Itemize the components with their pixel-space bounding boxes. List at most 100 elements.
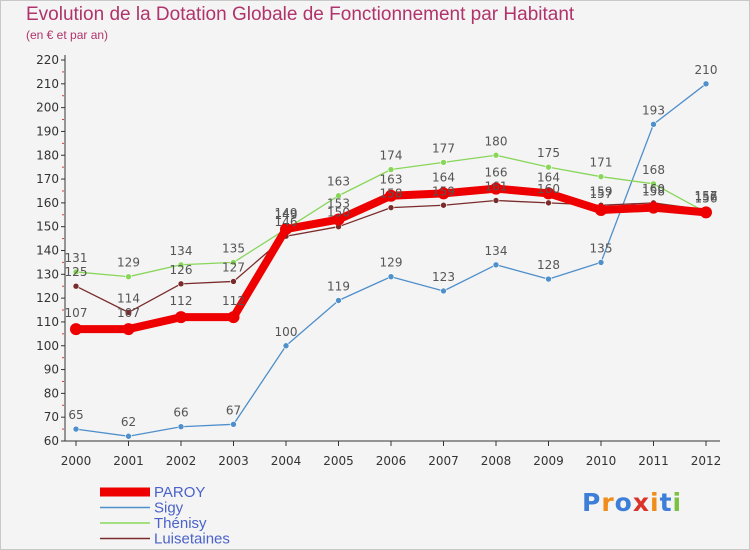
data-label-sigy: 67 [226, 403, 241, 417]
data-label-sigy: 62 [121, 415, 136, 429]
point-paroy [700, 206, 712, 219]
data-label-luisetaines: 160 [537, 182, 560, 196]
y-tick-label: 60 [44, 434, 59, 448]
data-label-luisetaines: 161 [485, 179, 508, 193]
y-tick-label: 170 [36, 172, 59, 186]
point-thenisy [597, 173, 605, 180]
x-tick-label: 2006 [376, 454, 407, 468]
data-label-thenisy: 171 [590, 156, 613, 170]
data-label-sigy: 66 [173, 406, 188, 420]
data-label-paroy: 164 [432, 170, 455, 184]
data-label-paroy: 158 [642, 185, 665, 199]
y-tick-label: 220 [36, 53, 59, 67]
data-label-sigy: 129 [380, 256, 403, 270]
data-label-sigy: 210 [695, 63, 718, 77]
data-label-luisetaines: 150 [327, 206, 350, 220]
point-luisetaines [387, 204, 395, 211]
point-thenisy [230, 259, 237, 266]
point-thenisy [125, 273, 132, 280]
data-label-luisetaines: 159 [590, 184, 613, 198]
data-label-luisetaines: 126 [170, 263, 193, 277]
point-sigy [440, 287, 447, 295]
point-thenisy [177, 261, 185, 269]
point-sigy [72, 425, 80, 433]
point-thenisy [545, 163, 552, 171]
point-paroy [647, 201, 660, 214]
data-label-thenisy: 177 [432, 141, 455, 155]
x-tick-label: 2005 [323, 454, 354, 468]
y-tick-label: 200 [36, 101, 59, 115]
y-tick-label: 130 [36, 267, 59, 281]
point-paroy [175, 311, 187, 324]
logo-letter: i [672, 488, 683, 517]
point-thenisy [492, 151, 500, 159]
x-tick-label: 2004 [271, 454, 302, 468]
point-sigy [177, 423, 185, 431]
point-sigy [702, 80, 710, 88]
point-paroy [385, 189, 397, 202]
data-label-luisetaines: 146 [275, 215, 298, 229]
point-sigy [230, 421, 237, 428]
logo-letter: P [582, 488, 602, 517]
point-paroy [542, 187, 555, 200]
data-label-paroy: 163 [380, 173, 403, 187]
data-label-luisetaines: 125 [65, 265, 88, 279]
point-paroy [280, 223, 292, 236]
data-label-paroy: 153 [327, 197, 350, 211]
data-label-paroy: 112 [170, 294, 193, 308]
point-paroy [122, 323, 135, 336]
point-thenisy [335, 192, 342, 200]
x-tick-label: 2007 [428, 454, 459, 468]
data-label-paroy: 107 [65, 306, 88, 320]
data-label-thenisy: 174 [380, 149, 403, 163]
point-sigy [387, 273, 395, 280]
data-label-sigy: 119 [327, 280, 350, 294]
data-label-luisetaines: 159 [432, 184, 455, 198]
data-label-thenisy: 163 [327, 175, 350, 189]
y-tick-label: 150 [36, 220, 59, 234]
point-paroy [70, 323, 82, 336]
data-label-thenisy: 134 [170, 244, 193, 258]
x-tick-label: 2010 [586, 454, 617, 468]
logo-letter: r [601, 488, 615, 517]
y-tick-label: 70 [44, 410, 59, 424]
x-tick-label: 2009 [533, 454, 564, 468]
y-tick-label: 90 [44, 363, 59, 377]
point-luisetaines [125, 309, 132, 316]
point-sigy [545, 275, 552, 283]
y-tick-label: 110 [36, 315, 59, 329]
data-label-paroy: 112 [222, 294, 245, 308]
x-tick-label: 2012 [691, 454, 722, 468]
data-label-sigy: 100 [275, 325, 298, 339]
y-tick-label: 80 [44, 386, 59, 400]
data-label-paroy: 164 [537, 170, 560, 184]
point-sigy [125, 432, 132, 440]
point-sigy [282, 342, 290, 350]
data-label-thenisy: 129 [117, 256, 140, 270]
data-label-sigy: 134 [485, 244, 508, 258]
data-label-sigy: 128 [537, 258, 560, 272]
data-label-paroy: 157 [590, 187, 613, 201]
logo-letter: t [659, 488, 673, 517]
x-tick-label: 2002 [166, 454, 197, 468]
y-tick-label: 140 [36, 244, 59, 258]
legend-label-thenisy: Thénisy [154, 515, 207, 532]
chart-subtitle: (en € et par an) [26, 28, 109, 42]
data-label-sigy: 65 [68, 408, 83, 422]
point-thenisy [72, 268, 80, 276]
point-sigy [597, 259, 605, 266]
logo-letter: o [614, 488, 633, 517]
y-tick-label: 210 [36, 77, 59, 91]
data-label-luisetaines: 114 [117, 291, 140, 305]
legend-label-paroy: PAROY [154, 484, 205, 501]
point-sigy [650, 120, 657, 128]
y-tick-label: 190 [36, 124, 59, 138]
point-luisetaines [177, 280, 185, 288]
data-label-thenisy: 180 [485, 134, 508, 148]
data-label-luisetaines: 127 [222, 260, 245, 274]
logo-letter: i [650, 488, 660, 517]
point-paroy [595, 204, 607, 217]
data-label-paroy: 156 [695, 189, 718, 203]
x-tick-label: 2001 [113, 454, 144, 468]
point-luisetaines [492, 197, 500, 204]
